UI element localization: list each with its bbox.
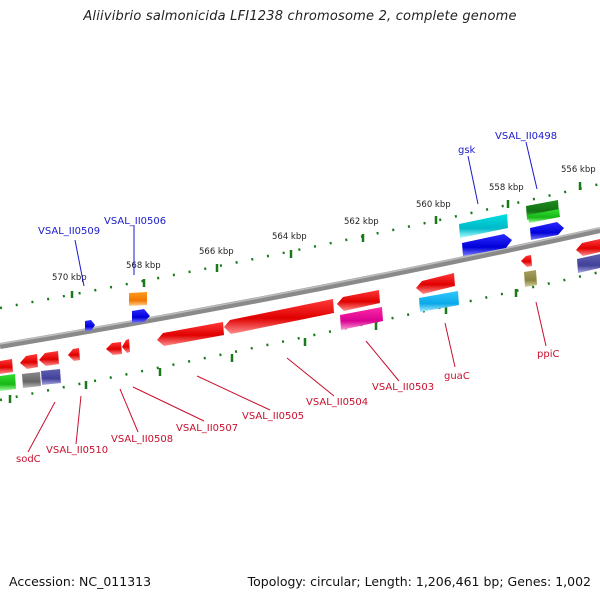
gene-label: VSAL_II0509: [38, 226, 100, 237]
outer-scale-major-ticks: [70, 182, 582, 298]
ruler-tick-label: 560 kbp: [416, 200, 451, 210]
gene-label: gsk: [458, 145, 476, 156]
forward-strand-features: [85, 200, 600, 331]
gene-label: VSAL_II0507: [176, 423, 238, 434]
inner-scale-major-ticks: [8, 289, 518, 403]
gene-arrow-lime: [528, 209, 560, 223]
gene-arrow-red: [576, 239, 600, 256]
ruler-tick-label: 570 kbp: [52, 273, 87, 283]
gene-label: VSAL_II0498: [495, 131, 557, 142]
gene-arrow-red: [224, 299, 334, 334]
gene-arrow-blue: [132, 309, 150, 323]
gene-arrow-lime: [0, 374, 16, 391]
ruler-tick-label: 568 kbp: [126, 261, 161, 271]
gene-arrow-red: [106, 342, 122, 355]
ruler-tick-label: 558 kbp: [489, 183, 524, 193]
gene-label: guaC: [444, 371, 470, 382]
gene-label: VSAL_II0504: [306, 397, 368, 408]
gene-label: VSAL_II0508: [111, 434, 173, 445]
ruler-tick-label: 564 kbp: [272, 232, 307, 242]
gene-arrow-blue: [530, 222, 564, 240]
gene-labels: VSAL_II0509 VSAL_II0506 gsk VSAL_II0498 …: [16, 131, 559, 465]
ruler-tick-label: 562 kbp: [344, 217, 379, 227]
gene-arrow-cyan: [459, 214, 508, 238]
reverse-strand-features: [0, 239, 600, 391]
gene-arrow-grey: [22, 372, 41, 388]
gene-arrow-red: [39, 351, 59, 366]
gene-label: VSAL_II0510: [46, 445, 108, 456]
gene-label: sodC: [16, 454, 41, 465]
gene-arrow-skyblue: [419, 291, 459, 312]
ruler-tick-label: 566 kbp: [199, 247, 234, 257]
genome-stats-label: Topology: circular; Length: 1,206,461 bp…: [247, 574, 591, 589]
gene-label: VSAL_II0505: [242, 411, 304, 422]
gene-arrow-slate: [41, 369, 61, 385]
gene-arrow-orange: [129, 292, 147, 306]
map-title: Aliivibrio salmonicida LFI1238 chromosom…: [83, 9, 517, 24]
outer-scale-ring: [0, 182, 600, 310]
gene-arrow-red: [416, 273, 455, 294]
gene-label: VSAL_II0506: [104, 216, 166, 227]
gene-arrow-red: [0, 359, 13, 374]
gene-arrow-slate: [577, 254, 600, 273]
leader-lines: [27, 141, 547, 453]
gene-label: VSAL_II0503: [372, 382, 434, 393]
gene-arrow-red: [20, 354, 38, 369]
gene-arrow-red: [521, 255, 532, 267]
gene-arrow-red: [68, 348, 80, 361]
gene-arrow-red: [122, 339, 130, 353]
gene-arrow-blue: [462, 234, 512, 256]
ruler-tick-label: 556 kbp: [561, 165, 596, 175]
gene-arrow-khaki: [524, 270, 537, 287]
ruler-labels: 570 kbp 568 kbp 566 kbp 564 kbp 562 kbp …: [52, 165, 596, 283]
gene-arrow-magenta: [340, 307, 383, 330]
accession-label: Accession: NC_011313: [9, 574, 152, 589]
gene-arrow-blue: [85, 320, 95, 331]
gene-arrow-red: [337, 290, 380, 311]
gene-label: ppiC: [537, 349, 559, 360]
chromosome-backbone: [0, 227, 600, 349]
gene-arrow-red: [157, 322, 224, 346]
